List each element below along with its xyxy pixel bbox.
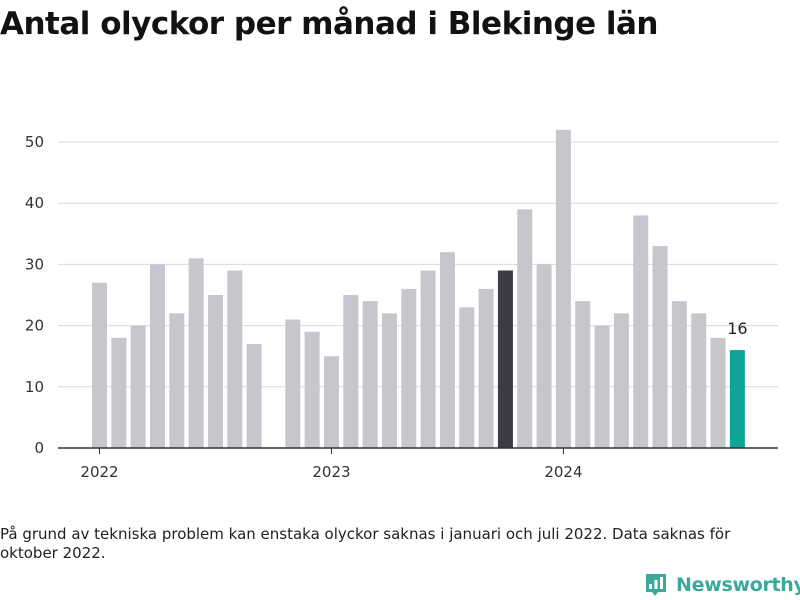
newsworthy-logo-icon	[646, 574, 666, 596]
bar-2023-10	[497, 270, 513, 448]
chart-title: Antal olyckor per månad i Blekinge län	[0, 6, 659, 42]
y-tick-label: 10	[25, 378, 44, 396]
bar-2023-07	[439, 252, 455, 448]
bar-2022-02	[111, 337, 127, 448]
y-tick-label: 50	[25, 133, 44, 151]
bar-2024-08	[691, 313, 707, 448]
y-tick-label: 0	[34, 439, 44, 457]
bar-2024-05	[633, 215, 649, 448]
data-labels: 16	[727, 319, 747, 338]
bar-2024-06	[652, 246, 668, 448]
bar-2023-05	[401, 288, 417, 448]
bar-2024-07	[671, 301, 687, 448]
y-axis-ticks: 0 10 20 30 40 50	[25, 133, 44, 457]
y-tick-label: 30	[25, 255, 44, 273]
bar-2022-01	[92, 282, 107, 448]
bar-2023-01	[323, 356, 339, 448]
bar-2022-04	[149, 264, 165, 448]
x-axis-ticks: 2022 2023 2024	[80, 448, 583, 481]
x-tick-label: 2023	[312, 463, 350, 481]
y-tick-label: 20	[25, 317, 44, 335]
gridlines	[58, 141, 778, 388]
bar-2024-04	[613, 313, 629, 448]
bar-2022-05	[169, 313, 185, 448]
bar-2022-07	[207, 295, 223, 448]
brand[interactable]: Newsworthy	[644, 570, 800, 600]
bar-2022-03	[130, 325, 146, 448]
bar-2024-01	[555, 129, 571, 448]
bars	[92, 129, 745, 448]
bar-2023-12	[536, 264, 552, 448]
bar-2022-11	[285, 319, 301, 448]
bar-2022-08	[227, 270, 243, 448]
bar-2022-09	[246, 343, 262, 448]
bar-2023-04	[381, 313, 397, 448]
bar-2023-08	[459, 307, 475, 448]
bar-2023-03	[362, 301, 378, 448]
bar-2024-10	[729, 350, 745, 448]
bar-2024-09	[710, 337, 726, 448]
bar-2023-02	[343, 295, 359, 448]
y-tick-label: 40	[25, 194, 44, 212]
bar-2022-06	[188, 258, 204, 448]
bar-2023-06	[420, 270, 436, 448]
bar-2022-12	[304, 331, 320, 448]
x-tick-label: 2022	[80, 463, 118, 481]
bar-chart: 0 10 20 30 40 50 2022 2023 2024 16	[25, 129, 778, 481]
bar-2023-09	[478, 288, 494, 448]
data-label-2024-10: 16	[727, 319, 747, 338]
bar-2024-02	[575, 301, 591, 448]
brand-name: Newsworthy	[676, 574, 800, 596]
footnote: På grund av tekniska problem kan enstaka…	[0, 525, 731, 562]
x-tick-label: 2024	[544, 463, 582, 481]
bar-2024-03	[594, 325, 610, 448]
bar-2023-11	[517, 209, 533, 448]
